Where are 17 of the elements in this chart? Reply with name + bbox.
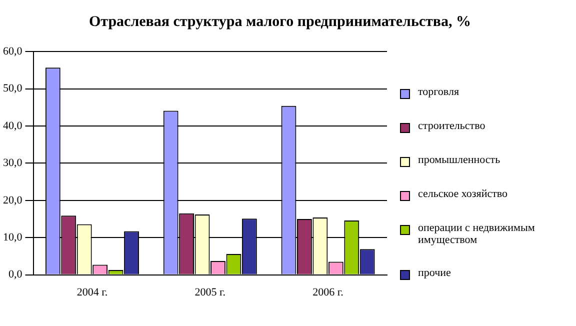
y-tick-label: 50,0 [3,82,23,95]
legend-label: строительство [418,120,486,132]
y-tick-label: 30,0 [3,157,23,170]
chart-title: Отраслевая структура малого предпринимательства, % [88,14,472,31]
legend-label: сельское хозяйство [418,188,508,200]
y-tick-label: 0,0 [8,268,23,281]
legend-label: операции с недвижимым имуществом [418,222,536,246]
y-tick-label: 10,0 [3,231,23,244]
legend-label: промышленность [418,154,500,166]
legend-label: торговля [418,86,459,98]
x-tick-label: 2005 г. [194,286,226,298]
y-tick-label: 60,0 [3,45,23,58]
y-tick-label: 20,0 [3,194,23,206]
x-tick-label: 2004 г. [76,286,108,298]
legend-label: прочие [418,267,451,279]
y-tick-label: 40,0 [3,120,23,132]
x-tick-label: 2006 г. [312,286,344,298]
